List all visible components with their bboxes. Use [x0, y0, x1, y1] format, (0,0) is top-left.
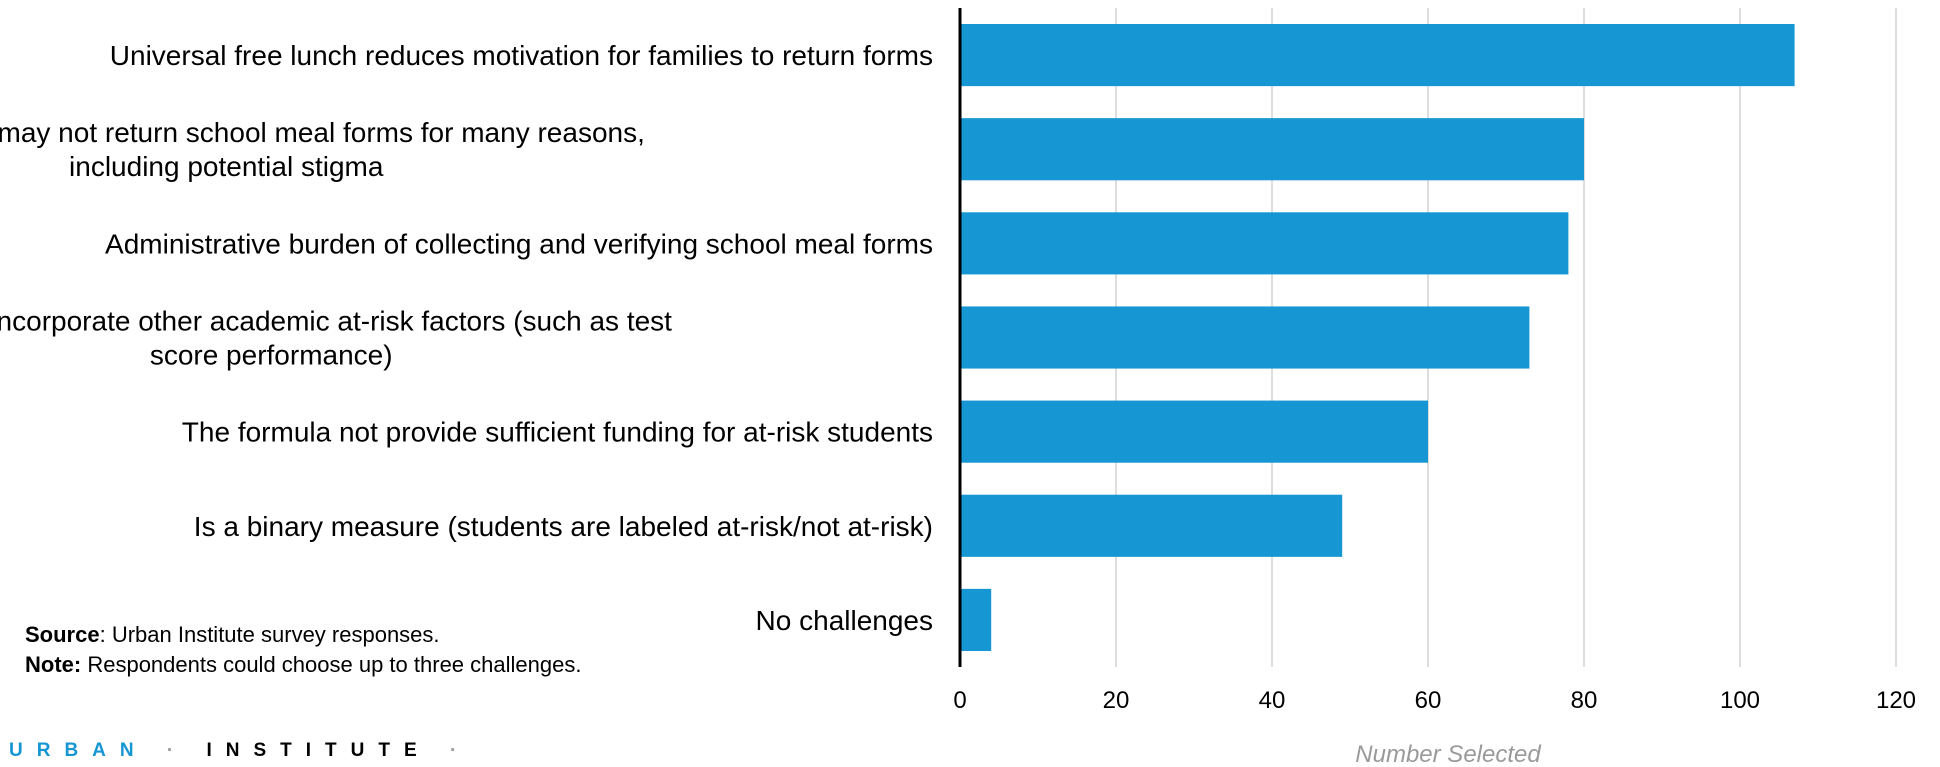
category-label: The formula not provide sufficient fundi… — [182, 417, 933, 448]
bar — [960, 118, 1584, 181]
category-labels: Universal free lunch reduces motivation … — [0, 40, 933, 636]
category-label: No challenges — [756, 605, 933, 636]
urban-institute-logo: URBAN · INSTITUTE · — [9, 740, 470, 762]
bar — [960, 24, 1795, 87]
x-tick-label: 40 — [1259, 687, 1286, 714]
x-tick-label: 80 — [1571, 687, 1598, 714]
bar — [960, 494, 1343, 557]
logo-urban: URBAN — [9, 740, 148, 761]
category-label-line: Is a binary measure (students are labele… — [194, 511, 933, 542]
x-tick-label: 60 — [1415, 687, 1442, 714]
logo-separator: · — [166, 740, 188, 761]
x-tick-label: 0 — [953, 687, 966, 714]
category-label: Administrative burden of collecting and … — [105, 228, 933, 259]
chart-notes: Source: Urban Institute survey responses… — [25, 620, 581, 680]
category-label: Older students may not return school mea… — [0, 117, 645, 182]
x-tick-label: 100 — [1720, 687, 1760, 714]
category-label: Is a binary measure (students are labele… — [194, 511, 933, 542]
category-label-line: Administrative burden of collecting and … — [105, 228, 933, 259]
note-label: Note: — [25, 652, 82, 677]
note-text: Respondents could choose up to three cha… — [81, 652, 582, 677]
bar — [960, 400, 1428, 463]
category-label-line: The formula not provide sufficient fundi… — [182, 417, 933, 448]
logo-institute: INSTITUTE — [206, 740, 431, 761]
category-label-line: score performance) — [150, 340, 393, 371]
category-label-line: Universal free lunch reduces motivation … — [110, 40, 933, 71]
bar — [960, 306, 1530, 369]
category-label-line: No challenges — [756, 605, 933, 636]
logo-end-dot: · — [449, 740, 471, 761]
source-text: : Urban Institute survey responses. — [99, 622, 440, 647]
category-label: Universal free lunch reduces motivation … — [110, 40, 933, 71]
x-axis-ticks: 0 20 40 60 80 100 120 — [953, 687, 1916, 714]
category-label-line: including potential stigma — [69, 151, 384, 182]
source-line: Source: Urban Institute survey responses… — [25, 620, 581, 650]
category-label-line: Older students may not return school mea… — [0, 117, 645, 148]
note-line: Note: Respondents could choose up to thr… — [25, 650, 581, 680]
x-axis-title: Number Selected — [1355, 741, 1541, 767]
bar — [960, 588, 992, 651]
x-tick-label: 20 — [1103, 687, 1130, 714]
source-label: Source — [25, 622, 100, 647]
x-tick-label: 120 — [1876, 687, 1916, 714]
category-label-line: Does not incorporate other academic at-r… — [0, 306, 672, 337]
bars — [960, 24, 1795, 651]
category-label: Does not incorporate other academic at-r… — [0, 306, 672, 371]
bar — [960, 212, 1569, 275]
